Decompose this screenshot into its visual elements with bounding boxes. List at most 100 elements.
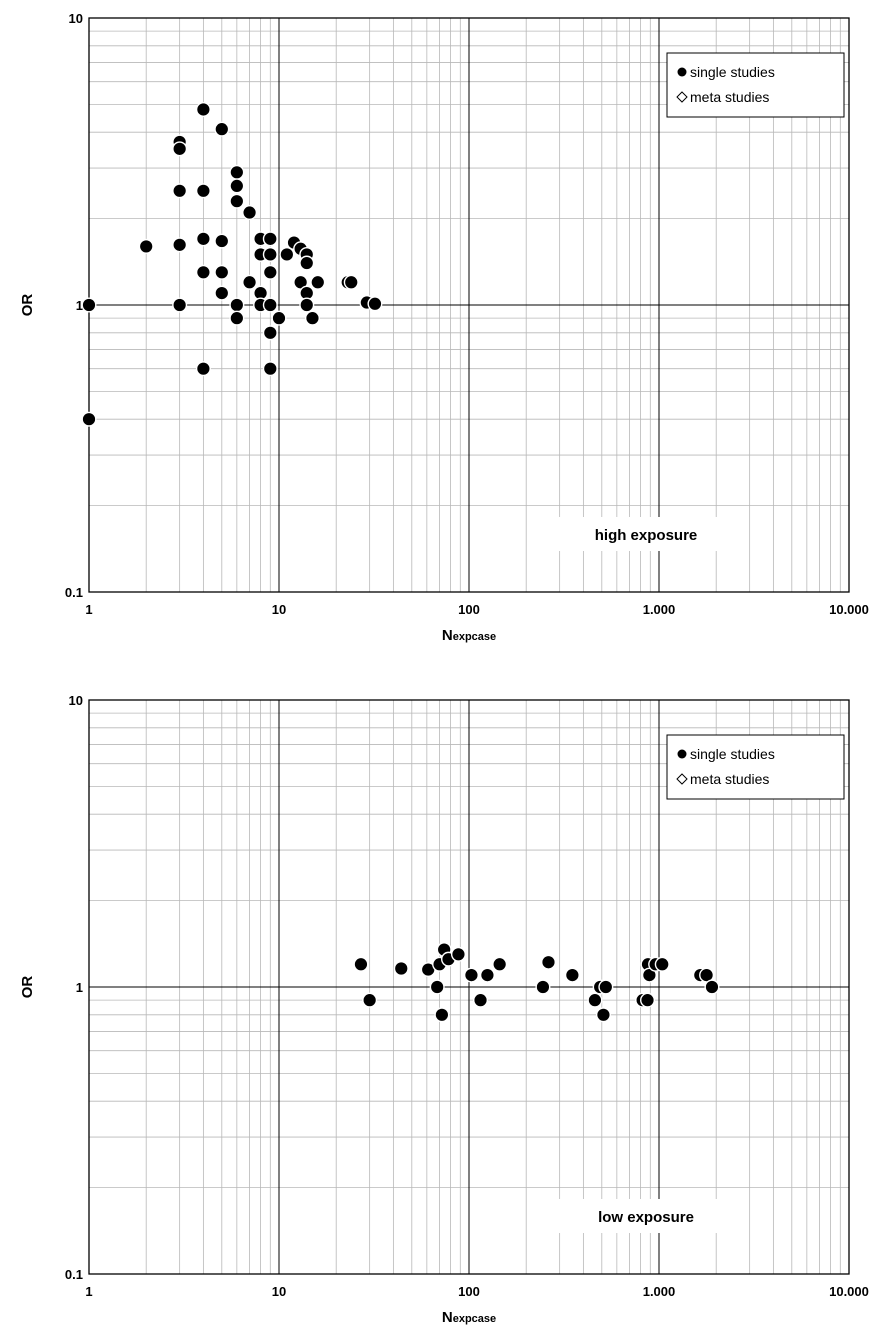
data-point — [195, 101, 211, 117]
data-point — [640, 992, 656, 1008]
x-axis-title: Nexpcase — [442, 627, 496, 644]
y-tick-label: 10 — [69, 11, 83, 26]
data-point — [564, 967, 580, 983]
annotation-box: low exposure — [556, 1199, 736, 1233]
data-point — [172, 183, 188, 199]
data-point — [214, 121, 230, 137]
data-point — [587, 992, 603, 1008]
data-point — [262, 246, 278, 262]
chart-high-exposure: 1 10 100 1.000 10.000 0.1 1 10 Nexpcase … — [19, 11, 869, 644]
data-point — [492, 956, 508, 972]
data-point — [229, 164, 245, 180]
legend-marker-single-studies — [677, 67, 687, 77]
annotation-label: high exposure — [595, 527, 698, 544]
annotation-background — [556, 1199, 736, 1233]
legend-label-single-studies: single studies — [690, 64, 775, 80]
data-point — [229, 178, 245, 194]
y-tick-labels: 0.1 1 10 — [65, 693, 83, 1282]
data-point — [172, 297, 188, 313]
x-axis-title: Nexpcase — [442, 1309, 496, 1326]
y-tick-label: 0.1 — [65, 1267, 83, 1282]
data-point — [362, 992, 378, 1008]
legend-marker-meta-studies — [676, 773, 688, 785]
data-point — [242, 205, 258, 221]
legend-label-meta-studies: meta studies — [690, 89, 769, 105]
major-grid — [89, 18, 849, 592]
data-point — [540, 954, 556, 970]
x-tick-label: 10.000 — [829, 1284, 869, 1299]
x-axis-title-subscript: expcase — [453, 1313, 496, 1325]
data-point — [463, 967, 479, 983]
y-tick-labels: 0.1 1 10 — [65, 11, 83, 600]
legend: single studies meta studies — [666, 52, 845, 118]
data-point — [229, 193, 245, 209]
data-point — [195, 361, 211, 377]
data-point — [353, 956, 369, 972]
data-point — [81, 297, 97, 313]
y-tick-label: 10 — [69, 693, 83, 708]
data-point — [262, 325, 278, 341]
data-point — [195, 231, 211, 247]
data-point — [598, 979, 614, 995]
data-point — [343, 274, 359, 290]
y-tick-label: 1 — [76, 980, 83, 995]
x-tick-label: 100 — [458, 602, 480, 617]
data-point — [367, 296, 383, 312]
x-tick-label: 1.000 — [643, 602, 676, 617]
x-tick-labels: 1 10 100 1.000 10.000 — [85, 602, 869, 617]
legend-box — [666, 52, 845, 118]
data-point — [172, 237, 188, 253]
data-point — [310, 274, 326, 290]
data-point — [304, 310, 320, 326]
data-point — [81, 411, 97, 427]
data-point — [195, 264, 211, 280]
data-point — [595, 1007, 611, 1023]
annotation-label: low exposure — [598, 1209, 694, 1226]
y-tick-label: 1 — [76, 298, 83, 313]
data-points — [353, 942, 720, 1023]
data-points — [81, 101, 383, 427]
data-point — [262, 297, 278, 313]
legend-label-meta-studies: meta studies — [690, 771, 769, 787]
y-axis-title: OR — [19, 976, 36, 999]
x-tick-label: 1 — [85, 1284, 92, 1299]
annotation-box: high exposure — [556, 517, 736, 551]
y-axis-title: OR — [19, 294, 36, 317]
data-point — [299, 255, 315, 271]
data-point — [214, 233, 230, 249]
x-tick-label: 1 — [85, 602, 92, 617]
data-point — [704, 979, 720, 995]
data-point — [450, 946, 466, 962]
y-tick-label: 0.1 — [65, 585, 83, 600]
x-tick-label: 1.000 — [643, 1284, 676, 1299]
data-point — [229, 310, 245, 326]
data-point — [262, 231, 278, 247]
plot-area — [88, 699, 850, 1275]
legend-marker-meta-studies — [676, 91, 688, 103]
data-point — [214, 264, 230, 280]
data-point — [393, 961, 409, 977]
legend-marker-single-studies — [677, 749, 687, 759]
data-point — [434, 1007, 450, 1023]
x-axis-title-main: N — [442, 1309, 453, 1326]
data-point — [242, 274, 258, 290]
x-tick-label: 100 — [458, 1284, 480, 1299]
x-axis-title-subscript: expcase — [453, 631, 496, 643]
legend: single studies meta studies — [666, 734, 845, 800]
data-point — [262, 361, 278, 377]
x-tick-label: 10 — [272, 602, 286, 617]
annotation-background — [556, 517, 736, 551]
data-point — [535, 979, 551, 995]
data-point — [429, 979, 445, 995]
data-point — [473, 992, 489, 1008]
data-point — [654, 956, 670, 972]
x-tick-labels: 1 10 100 1.000 10.000 — [85, 1284, 869, 1299]
data-point — [479, 967, 495, 983]
x-axis-title-main: N — [442, 627, 453, 644]
x-tick-label: 10.000 — [829, 602, 869, 617]
data-point — [299, 297, 315, 313]
chart-low-exposure: 1 10 100 1.000 10.000 0.1 1 10 Nexpcase … — [19, 693, 869, 1326]
data-point — [262, 264, 278, 280]
data-point — [271, 310, 287, 326]
